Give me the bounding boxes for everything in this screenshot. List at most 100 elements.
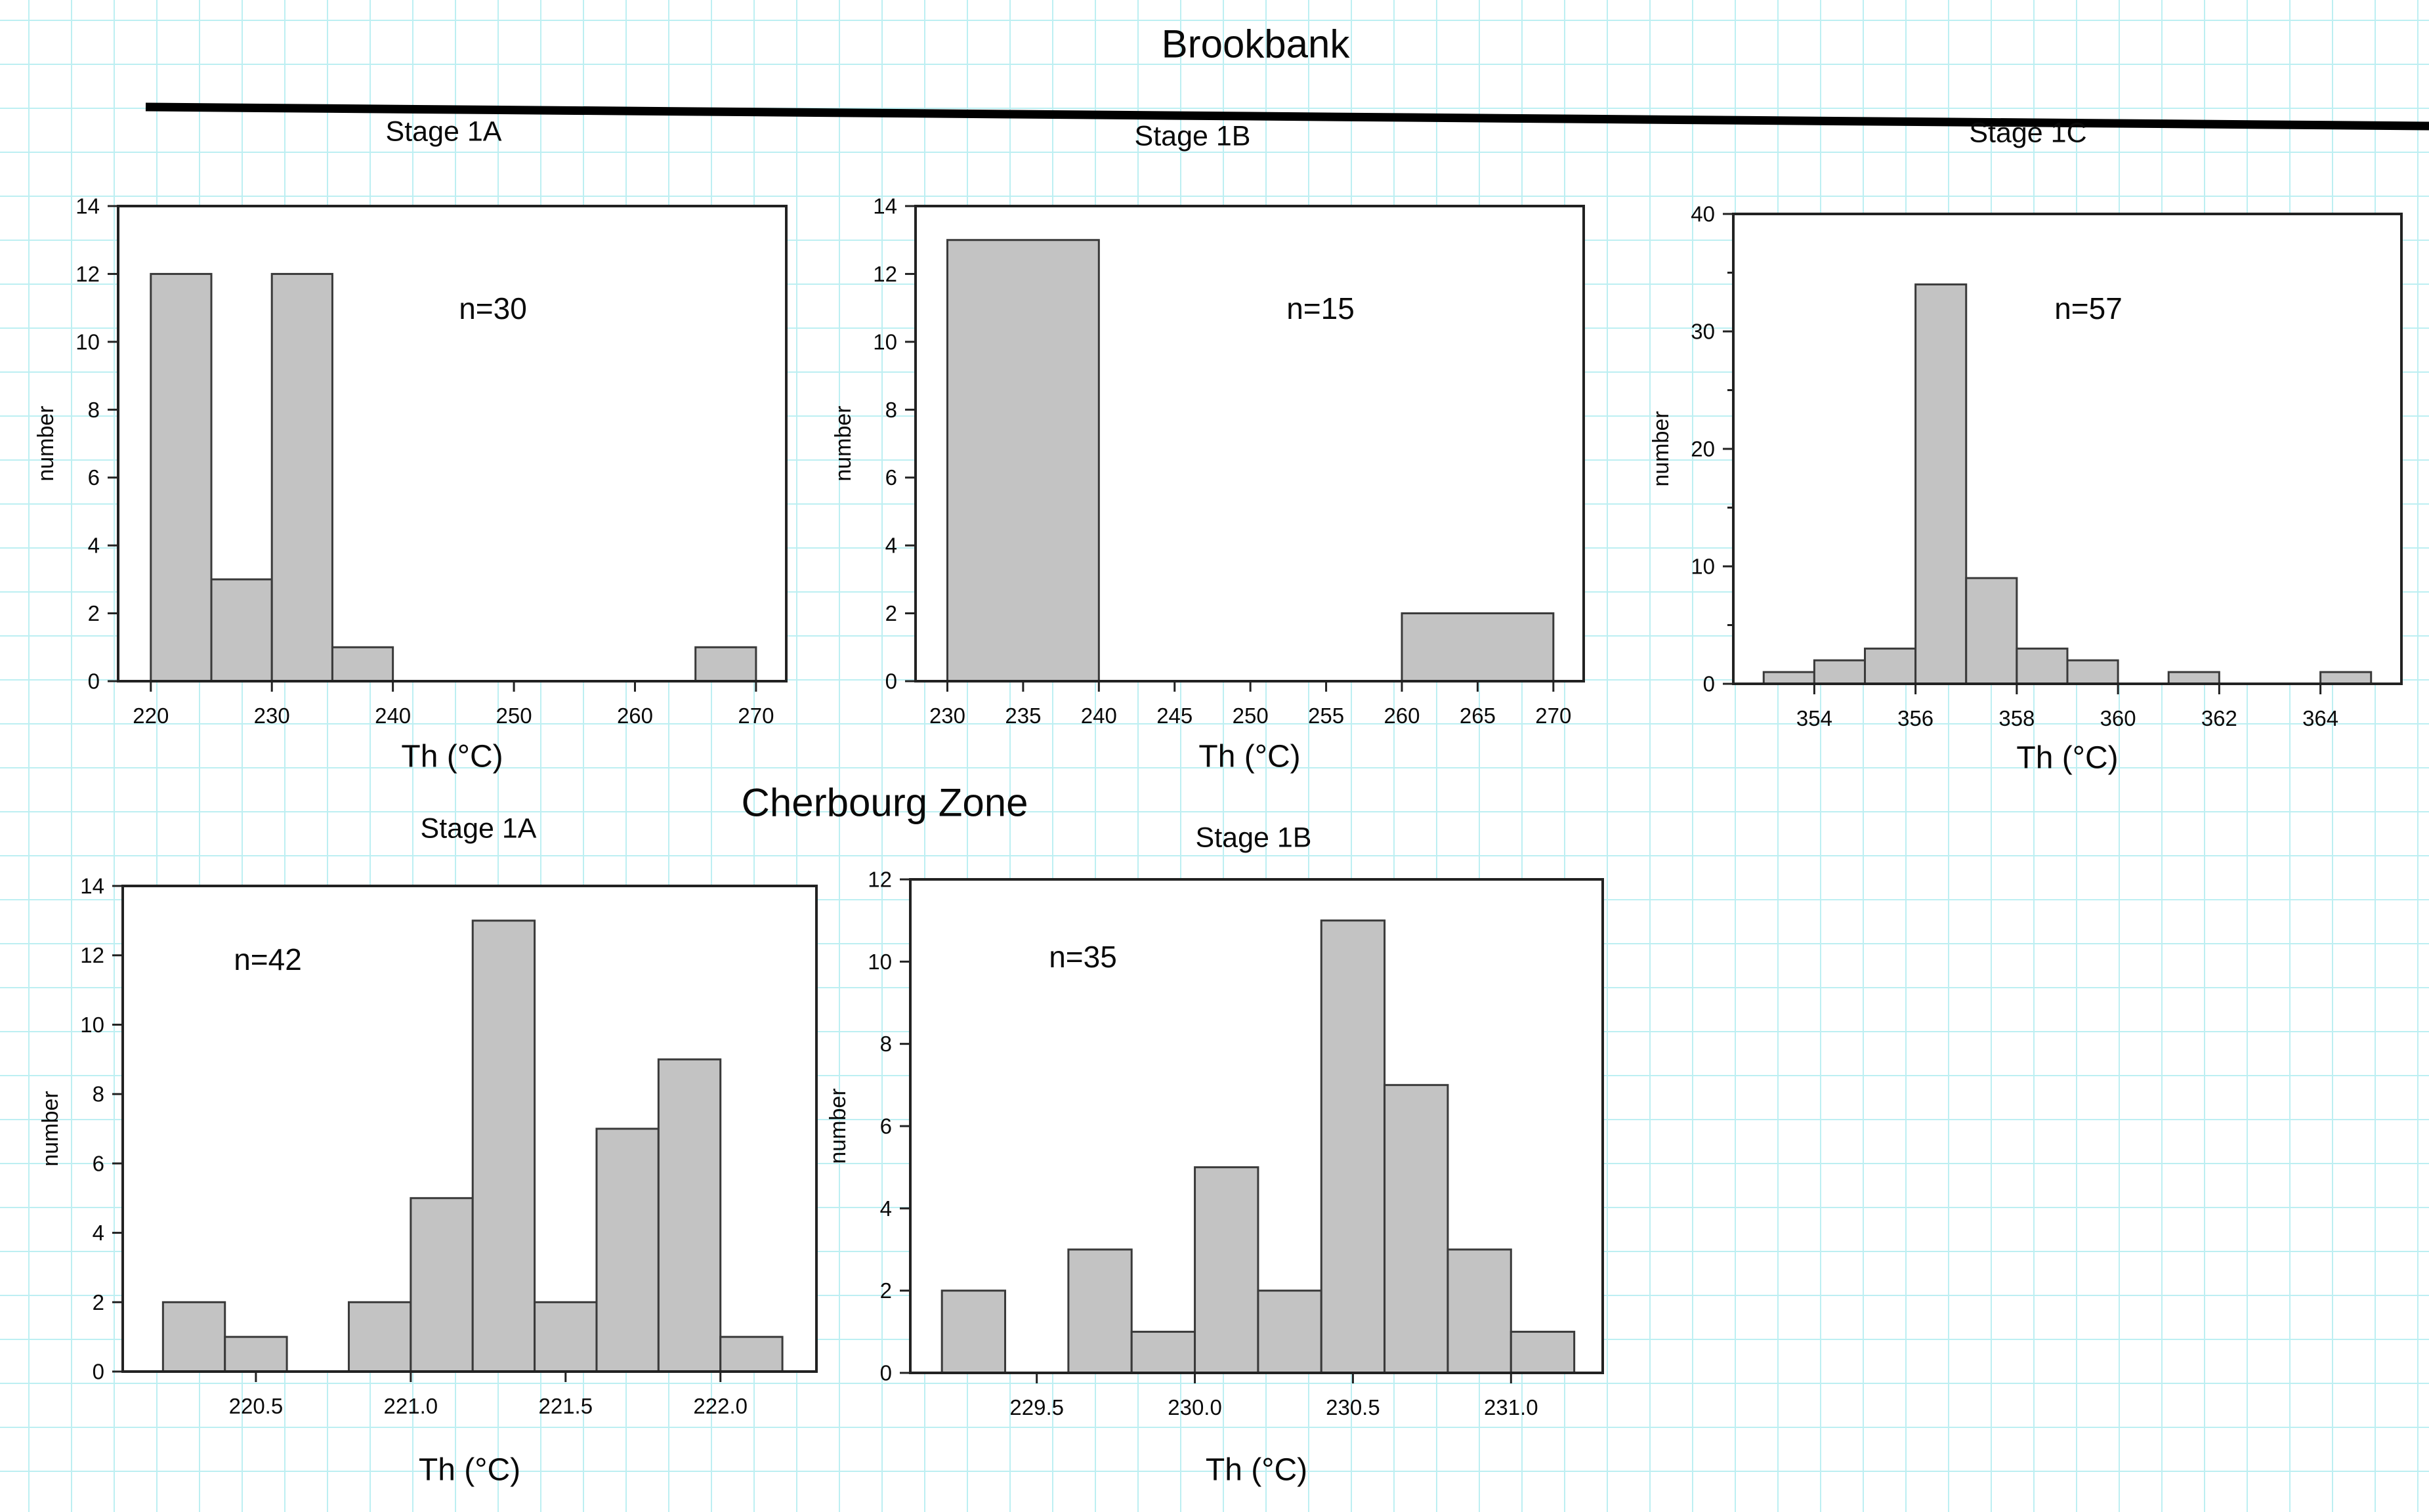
y-tick-label: 4	[93, 1221, 104, 1245]
y-tick-label: 14	[873, 194, 897, 219]
y-tick-label: 10	[1691, 555, 1715, 579]
histogram-bar	[1320, 919, 1386, 1374]
histogram-bar	[946, 239, 1100, 682]
x-tick-label: 356	[1897, 706, 1933, 730]
histogram-bar	[1383, 1083, 1449, 1374]
sample-size-annotation: n=57	[2054, 291, 2123, 326]
y-tick-label: 6	[885, 465, 897, 490]
y-tick-label: 4	[885, 534, 897, 558]
y-tick-label: 12	[80, 943, 104, 967]
y-tick-label: 0	[885, 669, 897, 694]
histogram-cherbourg-stage-1b: 0 2 4 6 8 10 12 229.5 230.0 230.5 231.0 n=35 number T…	[826, 868, 1604, 1488]
x-tick-label: 245	[1156, 704, 1193, 728]
histogram-bar	[657, 1058, 722, 1373]
histogram-bar	[2319, 671, 2373, 685]
separator-line	[145, 102, 2429, 131]
histogram-bar	[2167, 671, 2220, 685]
y-tick-label: 10	[868, 950, 892, 974]
y-tick-label: 4	[88, 534, 100, 558]
x-tick-label: 270	[1535, 704, 1571, 728]
y-tick-label: 12	[873, 262, 897, 286]
histogram-brookbank-stage-1b: 0 2 4 6 8 10 12 14 230 235 240 245 250 255 260 265 270 n=…	[831, 194, 1585, 774]
y-tick-label: 2	[93, 1290, 104, 1314]
histogram-bar	[1401, 612, 1555, 682]
y-axis-title: number	[826, 1088, 851, 1164]
histogram-bar	[1194, 1166, 1259, 1374]
y-tick-label: 8	[93, 1082, 104, 1106]
histogram-bar	[595, 1127, 660, 1373]
y-tick-label: 12	[75, 262, 100, 286]
stage-label-cherbourg-1a: Stage 1A	[420, 812, 537, 845]
x-tick-label: 240	[1081, 704, 1117, 728]
y-tick-label: 2	[88, 601, 100, 625]
x-tick-label: 230.0	[1168, 1395, 1222, 1419]
y-tick-label: 0	[88, 669, 100, 694]
histogram-brookbank-stage-1c: 0 10 20 30 40 354 356 358 360 362 364 n=57 number Th …	[1649, 202, 2403, 776]
histogram-bar	[1067, 1248, 1133, 1374]
x-axis-title: Th (°C)	[2016, 741, 2118, 776]
histogram-bar	[224, 1335, 288, 1373]
y-axis-title: number	[1649, 411, 1674, 486]
histogram-bar	[471, 919, 536, 1373]
y-tick-label: 10	[80, 1013, 104, 1037]
histogram-bar	[1965, 577, 2018, 685]
y-tick-label: 10	[75, 329, 100, 354]
histogram-cherbourg-stage-1a: 0 2 4 6 8 10 12 14 220.5 221.0 221.5 222.0 n=42 numbe…	[38, 874, 818, 1488]
section-title-brookbank: Brookbank	[1161, 22, 1350, 66]
plot-area	[1733, 214, 2401, 684]
histogram-bar	[1762, 671, 1815, 685]
x-tick-label: 354	[1796, 706, 1832, 730]
histogram-bar	[694, 646, 757, 682]
y-tick-label: 8	[880, 1032, 892, 1056]
x-tick-label: 260	[617, 704, 653, 728]
sample-size-annotation: n=42	[234, 942, 302, 976]
histogram-bar	[2016, 647, 2069, 685]
x-tick-label: 250	[496, 704, 532, 728]
histogram-bar	[410, 1197, 474, 1373]
histogram-bar	[270, 272, 333, 682]
histogram-brookbank-stage-1a: 0 2 4 6 8 10 12 14 220 230 240 250 260 270 n=30 number T…	[33, 194, 788, 774]
plot-border	[117, 205, 788, 682]
histogram-bar	[1130, 1330, 1196, 1374]
y-tick-label: 0	[1703, 672, 1715, 696]
y-axis-title: number	[831, 406, 856, 481]
histogram-bar	[331, 646, 394, 682]
x-tick-label: 230	[254, 704, 290, 728]
x-tick-label: 220.5	[229, 1394, 284, 1418]
x-tick-label: 229.5	[1009, 1395, 1064, 1419]
y-tick-label: 0	[93, 1360, 104, 1384]
histogram-bar	[719, 1335, 784, 1373]
histogram-bar	[1864, 647, 1917, 685]
y-tick-label: 10	[873, 329, 897, 354]
y-tick-label: 8	[88, 398, 100, 422]
stage-label-brookbank-1c: Stage 1C	[1969, 117, 2087, 149]
y-tick-label: 8	[885, 398, 897, 422]
plot-border	[121, 885, 818, 1373]
histogram-bar	[1257, 1290, 1322, 1374]
x-tick-label: 250	[1233, 704, 1269, 728]
y-tick-label: 0	[880, 1361, 892, 1385]
sample-size-annotation: n=35	[1049, 940, 1117, 974]
y-tick-label: 6	[88, 465, 100, 490]
x-tick-label: 231.0	[1484, 1395, 1538, 1419]
y-tick-label: 2	[885, 601, 897, 625]
x-axis-title: Th (°C)	[1206, 1453, 1307, 1488]
histogram-bar	[1447, 1248, 1512, 1374]
x-tick-label: 230	[929, 704, 965, 728]
x-tick-label: 221.5	[538, 1394, 593, 1418]
stage-label-cherbourg-1b: Stage 1B	[1195, 822, 1312, 854]
x-axis-title: Th (°C)	[419, 1453, 520, 1488]
stage-label-brookbank-1b: Stage 1B	[1134, 120, 1251, 152]
section-title-cherbourg-zone: Cherbourg Zone	[741, 780, 1028, 825]
y-tick-label: 12	[868, 868, 892, 892]
x-tick-label: 222.0	[693, 1394, 748, 1418]
y-tick-label: 20	[1691, 437, 1715, 461]
histogram-bar	[534, 1301, 598, 1373]
histogram-bar	[210, 578, 273, 682]
y-axis-title: number	[33, 406, 58, 481]
y-tick-label: 40	[1691, 202, 1715, 226]
y-tick-label: 14	[80, 874, 104, 898]
stage-label-brookbank-1a: Stage 1A	[385, 116, 502, 148]
x-tick-label: 255	[1308, 704, 1344, 728]
